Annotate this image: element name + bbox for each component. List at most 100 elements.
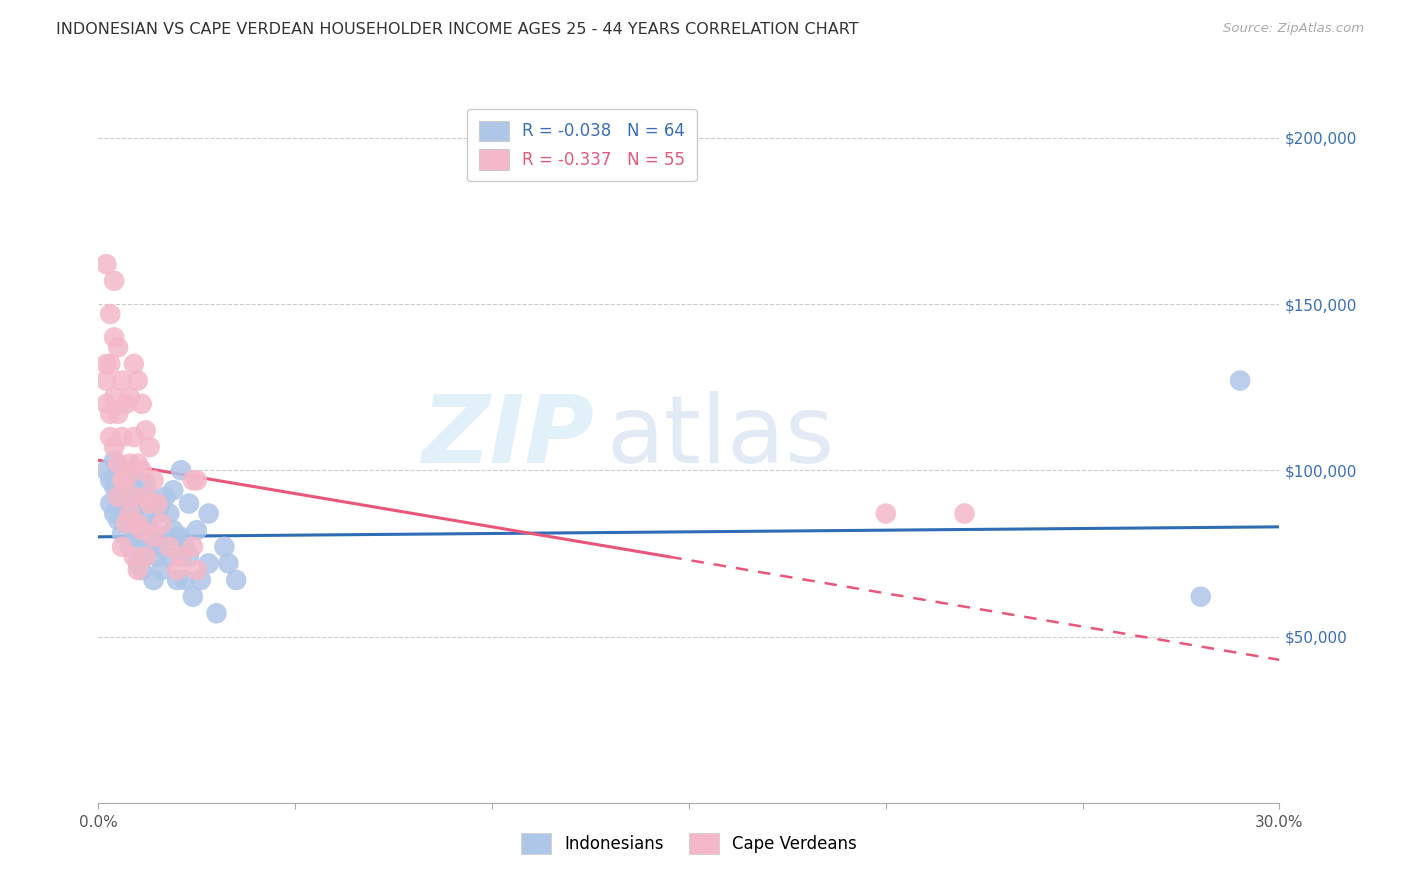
Point — [111, 473, 134, 487]
Point — [103, 330, 125, 344]
Point — [107, 463, 129, 477]
Point — [170, 463, 193, 477]
Point — [107, 340, 129, 354]
Point — [122, 530, 145, 544]
Point — [127, 483, 149, 498]
Point — [181, 540, 204, 554]
Point — [174, 573, 197, 587]
Point — [142, 530, 165, 544]
Point — [98, 473, 121, 487]
Point — [122, 549, 145, 564]
Point — [111, 493, 134, 508]
Point — [875, 507, 897, 521]
Point — [131, 463, 153, 477]
Point — [181, 473, 204, 487]
Text: ZIP: ZIP — [422, 391, 595, 483]
Point — [150, 530, 173, 544]
Text: INDONESIAN VS CAPE VERDEAN HOUSEHOLDER INCOME AGES 25 - 44 YEARS CORRELATION CHA: INDONESIAN VS CAPE VERDEAN HOUSEHOLDER I… — [56, 22, 859, 37]
Point — [131, 563, 153, 577]
Point — [96, 463, 118, 477]
Point — [127, 457, 149, 471]
Point — [135, 424, 157, 438]
Point — [98, 407, 121, 421]
Point — [155, 490, 177, 504]
Point — [96, 397, 118, 411]
Point — [96, 257, 118, 271]
Point — [98, 430, 121, 444]
Legend: Indonesians, Cape Verdeans: Indonesians, Cape Verdeans — [515, 827, 863, 860]
Point — [111, 374, 134, 388]
Point — [122, 357, 145, 371]
Point — [166, 530, 188, 544]
Point — [157, 549, 180, 564]
Point — [107, 407, 129, 421]
Point — [127, 516, 149, 531]
Point — [118, 390, 141, 404]
Point — [103, 390, 125, 404]
Point — [98, 357, 121, 371]
Point — [127, 563, 149, 577]
Point — [142, 573, 165, 587]
Point — [162, 483, 184, 498]
Point — [146, 507, 169, 521]
Point — [98, 497, 121, 511]
Point — [111, 526, 134, 541]
Point — [107, 457, 129, 471]
Point — [150, 497, 173, 511]
Point — [186, 523, 208, 537]
Point — [122, 497, 145, 511]
Point — [138, 497, 160, 511]
Point — [107, 486, 129, 500]
Point — [142, 497, 165, 511]
Point — [146, 549, 169, 564]
Point — [146, 497, 169, 511]
Point — [197, 507, 219, 521]
Point — [118, 507, 141, 521]
Point — [131, 530, 153, 544]
Point — [115, 497, 138, 511]
Point — [150, 563, 173, 577]
Point — [174, 540, 197, 554]
Point — [217, 557, 239, 571]
Text: atlas: atlas — [606, 391, 835, 483]
Point — [111, 430, 134, 444]
Point — [181, 590, 204, 604]
Point — [135, 476, 157, 491]
Point — [118, 473, 141, 487]
Point — [205, 607, 228, 621]
Point — [103, 440, 125, 454]
Point — [115, 397, 138, 411]
Point — [1229, 374, 1251, 388]
Point — [155, 530, 177, 544]
Point — [1189, 590, 1212, 604]
Point — [127, 516, 149, 531]
Point — [118, 457, 141, 471]
Point — [122, 463, 145, 477]
Point — [186, 473, 208, 487]
Point — [138, 490, 160, 504]
Point — [115, 463, 138, 477]
Point — [111, 470, 134, 484]
Point — [107, 513, 129, 527]
Point — [150, 516, 173, 531]
Point — [131, 397, 153, 411]
Point — [103, 507, 125, 521]
Point — [98, 307, 121, 321]
Point — [127, 557, 149, 571]
Point — [157, 540, 180, 554]
Point — [186, 563, 208, 577]
Point — [197, 557, 219, 571]
Point — [127, 374, 149, 388]
Point — [142, 540, 165, 554]
Point — [166, 573, 188, 587]
Point — [138, 440, 160, 454]
Point — [103, 453, 125, 467]
Point — [135, 509, 157, 524]
Point — [138, 523, 160, 537]
Point — [122, 490, 145, 504]
Point — [166, 563, 188, 577]
Point — [96, 374, 118, 388]
Point — [190, 573, 212, 587]
Point — [170, 530, 193, 544]
Point — [135, 490, 157, 504]
